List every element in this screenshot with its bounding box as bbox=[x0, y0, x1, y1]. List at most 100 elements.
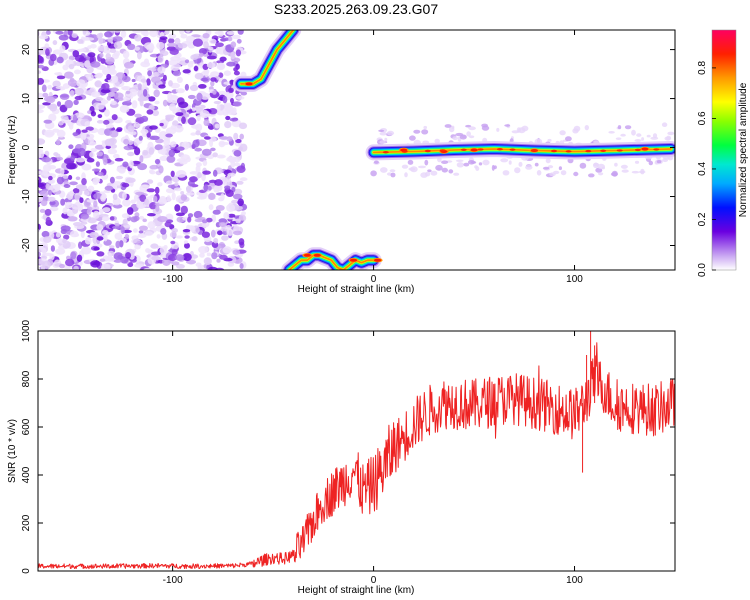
noise-blob bbox=[617, 125, 622, 130]
noise-blob bbox=[231, 34, 241, 40]
noise-blob bbox=[227, 213, 236, 218]
noise-blob bbox=[90, 260, 101, 268]
noise-blob bbox=[638, 170, 646, 174]
noise-blob bbox=[370, 170, 377, 177]
noise-blob bbox=[38, 49, 44, 55]
noise-blob bbox=[213, 237, 219, 244]
bright-spot bbox=[439, 149, 446, 152]
noise-blob bbox=[140, 30, 148, 36]
colorbar-tick-label: 0.4 bbox=[697, 162, 708, 176]
noise-blob bbox=[187, 216, 192, 223]
noise-blob bbox=[180, 194, 188, 201]
noise-blob bbox=[504, 124, 511, 127]
noise-blob bbox=[167, 253, 178, 262]
snr-y-tick-label: 0 bbox=[21, 568, 32, 574]
noise-blob bbox=[73, 265, 79, 270]
noise-blob bbox=[122, 192, 127, 200]
spectrogram-y-tick-label: 10 bbox=[21, 93, 32, 105]
noise-blob bbox=[107, 91, 116, 97]
noise-blob bbox=[62, 64, 69, 71]
noise-blob bbox=[208, 192, 216, 200]
noise-blob bbox=[122, 218, 128, 226]
noise-blob bbox=[38, 151, 42, 160]
noise-blob bbox=[452, 136, 458, 141]
noise-blob bbox=[133, 215, 140, 222]
noise-blob bbox=[98, 37, 104, 45]
noise-blob bbox=[52, 80, 61, 88]
noise-blob bbox=[463, 162, 470, 167]
noise-blob bbox=[212, 90, 217, 95]
noise-blob bbox=[175, 254, 185, 261]
noise-blob bbox=[44, 129, 55, 138]
noise-blob bbox=[42, 102, 51, 106]
noise-blob bbox=[109, 216, 115, 221]
noise-blob bbox=[228, 87, 234, 94]
noise-blob bbox=[162, 74, 167, 82]
noise-blob bbox=[38, 55, 44, 64]
noise-blob bbox=[64, 99, 74, 109]
noise-blob bbox=[74, 192, 80, 201]
noise-blob bbox=[500, 158, 509, 163]
bright-spot bbox=[460, 148, 467, 151]
noise-blob bbox=[195, 165, 201, 173]
noise-blob bbox=[157, 55, 164, 63]
noise-blob bbox=[203, 183, 209, 192]
noise-blob bbox=[174, 37, 181, 45]
bright-spot bbox=[245, 82, 253, 86]
noise-blob bbox=[180, 154, 190, 160]
noise-blob bbox=[196, 92, 203, 101]
noise-blob bbox=[201, 231, 210, 238]
snr-frame bbox=[37, 330, 676, 572]
noise-blob bbox=[171, 228, 178, 233]
noise-blob bbox=[68, 175, 73, 180]
noise-blob bbox=[186, 185, 192, 193]
noise-blob bbox=[116, 166, 126, 173]
noise-blob bbox=[173, 187, 182, 192]
colorbar-tick-label: 0.8 bbox=[697, 61, 708, 75]
noise-blob bbox=[39, 208, 46, 213]
noise-blob bbox=[114, 157, 124, 162]
noise-blob bbox=[233, 67, 239, 72]
colorbar-tick-label: 0.0 bbox=[697, 263, 708, 277]
noise-blob bbox=[122, 50, 130, 59]
noise-blob bbox=[171, 192, 176, 201]
noise-blob bbox=[60, 115, 69, 120]
noise-blob bbox=[168, 149, 176, 157]
noise-blob bbox=[435, 164, 443, 171]
noise-blob bbox=[230, 161, 236, 168]
noise-blob bbox=[444, 124, 452, 128]
noise-blob bbox=[56, 129, 66, 138]
noise-blob bbox=[85, 126, 94, 131]
noise-blob bbox=[218, 72, 224, 78]
noise-blob bbox=[95, 102, 105, 110]
colorbar-tick-label: 0.6 bbox=[697, 111, 708, 125]
noise-blob bbox=[230, 51, 236, 60]
noise-blob bbox=[114, 232, 123, 240]
noise-blob bbox=[127, 125, 135, 133]
noise-blob bbox=[624, 125, 632, 130]
noise-blob bbox=[218, 90, 226, 95]
noise-blob bbox=[192, 38, 203, 47]
noise-blob bbox=[119, 240, 124, 248]
noise-blob bbox=[195, 130, 201, 136]
noise-blob bbox=[648, 160, 653, 166]
noise-blob bbox=[158, 198, 168, 205]
noise-blob bbox=[127, 262, 134, 268]
noise-blob bbox=[84, 60, 91, 68]
noise-blob bbox=[49, 53, 57, 62]
noise-blob bbox=[233, 188, 243, 195]
noise-blob bbox=[534, 162, 539, 167]
bright-spot bbox=[641, 147, 649, 151]
noise-blob bbox=[207, 266, 218, 270]
noise-blob bbox=[47, 189, 53, 196]
noise-blob bbox=[184, 242, 190, 249]
noise-blob bbox=[76, 79, 86, 88]
noise-blob bbox=[191, 107, 196, 112]
noise-blob bbox=[124, 234, 130, 239]
noise-blob bbox=[211, 252, 218, 260]
noise-blob bbox=[127, 43, 136, 50]
noise-blob bbox=[186, 35, 195, 44]
noise-blob bbox=[235, 138, 242, 144]
noise-blob bbox=[146, 78, 151, 86]
